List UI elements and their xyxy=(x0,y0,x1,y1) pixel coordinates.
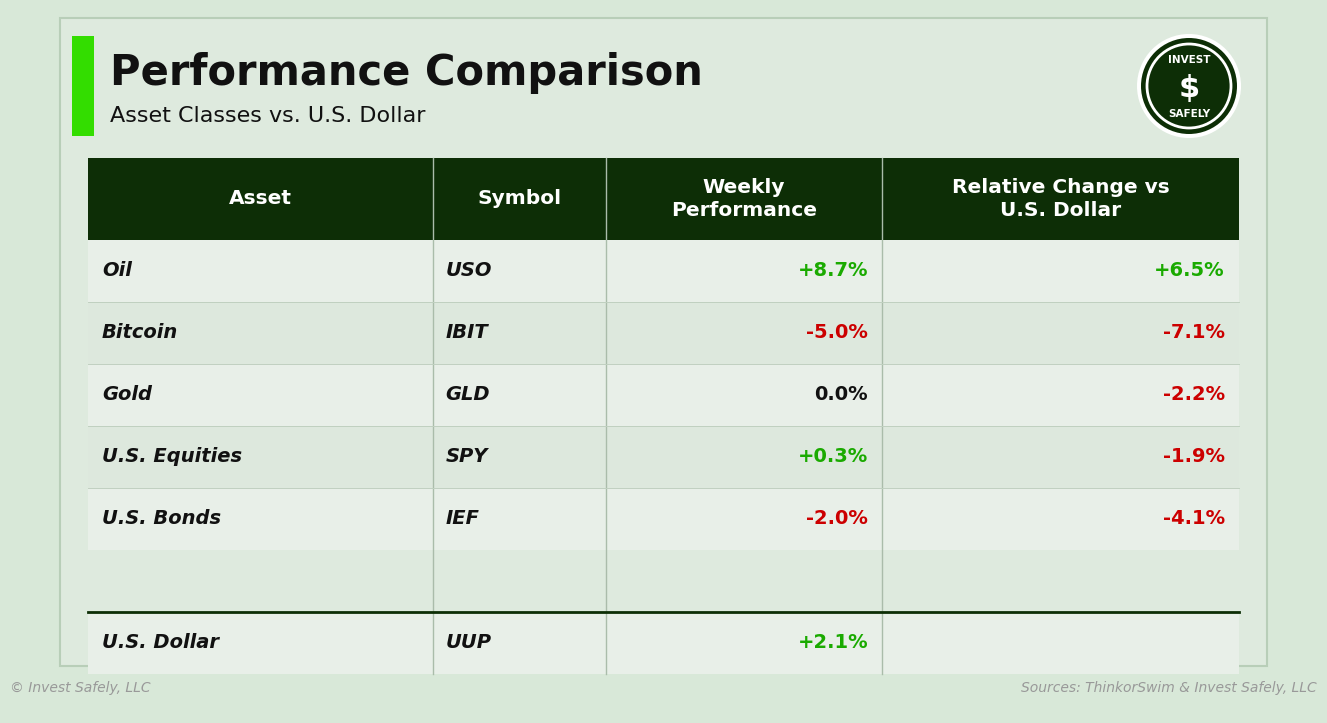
Text: Performance Comparison: Performance Comparison xyxy=(110,52,703,94)
Circle shape xyxy=(1141,38,1237,134)
Text: +6.5%: +6.5% xyxy=(1154,262,1225,281)
Text: © Invest Safely, LLC: © Invest Safely, LLC xyxy=(11,681,151,695)
Text: U.S. Dollar: U.S. Dollar xyxy=(102,633,219,652)
Text: $: $ xyxy=(1178,74,1200,103)
Text: +0.3%: +0.3% xyxy=(798,448,868,466)
Bar xyxy=(88,364,1239,426)
Text: -4.1%: -4.1% xyxy=(1162,510,1225,529)
Text: UUP: UUP xyxy=(446,633,491,652)
Text: Sources: ThinkorSwim & Invest Safely, LLC: Sources: ThinkorSwim & Invest Safely, LL… xyxy=(1022,681,1316,695)
Bar xyxy=(88,240,1239,302)
Text: U.S. Bonds: U.S. Bonds xyxy=(102,510,222,529)
Text: +2.1%: +2.1% xyxy=(798,633,868,652)
Text: -5.0%: -5.0% xyxy=(807,323,868,343)
Text: +8.7%: +8.7% xyxy=(798,262,868,281)
Bar xyxy=(88,550,1239,612)
Text: Relative Change vs
U.S. Dollar: Relative Change vs U.S. Dollar xyxy=(951,178,1169,221)
Text: SPY: SPY xyxy=(446,448,488,466)
Text: Oil: Oil xyxy=(102,262,131,281)
Bar xyxy=(72,36,94,136)
Bar xyxy=(88,488,1239,550)
Bar xyxy=(60,18,1267,666)
Text: Asset: Asset xyxy=(230,189,292,208)
Text: -2.2%: -2.2% xyxy=(1162,385,1225,404)
Text: Symbol: Symbol xyxy=(478,189,561,208)
Text: Gold: Gold xyxy=(102,385,153,404)
Text: GLD: GLD xyxy=(446,385,490,404)
Text: -1.9%: -1.9% xyxy=(1162,448,1225,466)
Text: 0.0%: 0.0% xyxy=(815,385,868,404)
Bar xyxy=(88,302,1239,364)
Bar xyxy=(88,426,1239,488)
Text: -2.0%: -2.0% xyxy=(807,510,868,529)
Text: INVEST: INVEST xyxy=(1168,55,1210,65)
Bar xyxy=(88,158,1239,240)
Text: -7.1%: -7.1% xyxy=(1162,323,1225,343)
Bar xyxy=(88,612,1239,674)
Text: U.S. Equities: U.S. Equities xyxy=(102,448,242,466)
Text: Bitcoin: Bitcoin xyxy=(102,323,178,343)
Text: USO: USO xyxy=(446,262,492,281)
Text: SAFELY: SAFELY xyxy=(1168,109,1210,119)
Text: Asset Classes vs. U.S. Dollar: Asset Classes vs. U.S. Dollar xyxy=(110,106,426,126)
Text: IBIT: IBIT xyxy=(446,323,488,343)
Circle shape xyxy=(1137,34,1241,138)
Text: Weekly
Performance: Weekly Performance xyxy=(671,178,817,221)
Text: IEF: IEF xyxy=(446,510,479,529)
